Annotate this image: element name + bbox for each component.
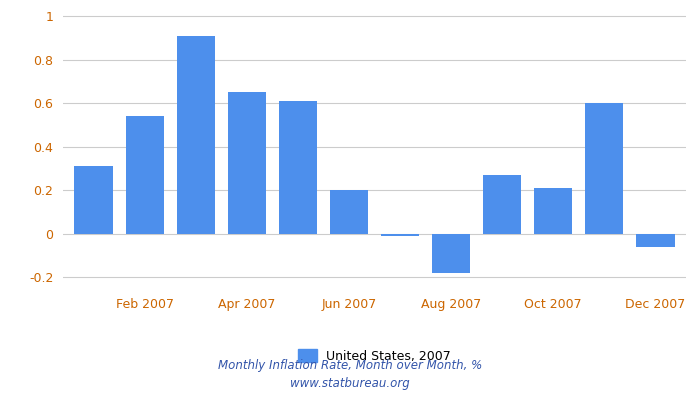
Bar — [228, 92, 266, 234]
Legend: United States, 2007: United States, 2007 — [293, 344, 456, 368]
Text: Monthly Inflation Rate, Month over Month, %: Monthly Inflation Rate, Month over Month… — [218, 360, 482, 372]
Text: www.statbureau.org: www.statbureau.org — [290, 378, 410, 390]
Bar — [534, 188, 573, 234]
Bar — [636, 234, 675, 247]
Bar — [176, 36, 215, 234]
Bar — [483, 175, 522, 234]
Bar — [74, 166, 113, 234]
Bar — [125, 116, 164, 234]
Bar — [432, 234, 470, 273]
Bar — [585, 103, 624, 234]
Bar — [279, 101, 317, 234]
Bar — [330, 190, 368, 234]
Bar — [381, 234, 419, 236]
